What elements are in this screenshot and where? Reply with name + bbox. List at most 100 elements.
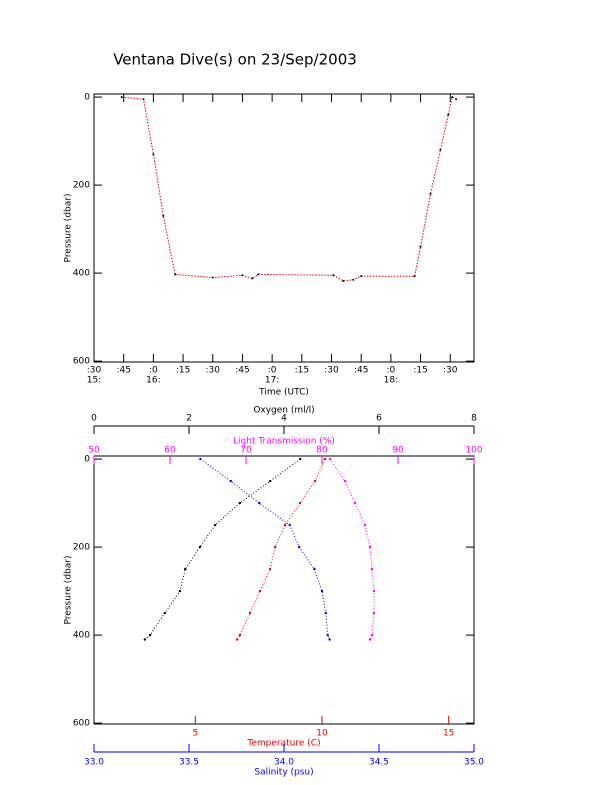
profile-line (200, 458, 331, 640)
x-tick-label: 80 (316, 446, 328, 456)
profile-point (238, 633, 242, 637)
data-point (241, 274, 244, 277)
x-tick-label: :45 (354, 366, 368, 376)
data-point (455, 98, 458, 101)
profile-point (323, 457, 327, 461)
profile-point (148, 633, 152, 637)
data-point (257, 273, 260, 276)
x-tick-label: 60 (164, 446, 176, 456)
profile-point (328, 638, 331, 641)
profile-point (298, 457, 302, 461)
profile-point (248, 611, 252, 615)
plot-frame (93, 93, 475, 363)
profile-point (368, 638, 372, 641)
x-tick-label: 50 (88, 446, 100, 456)
profile-point (273, 545, 277, 549)
x-axis-title: Oxygen (ml/l) (253, 406, 314, 416)
x-tick-label: :0 (386, 366, 395, 376)
plot-frame (93, 455, 475, 725)
x-tick-label: 90 (392, 446, 404, 456)
x-tick-label: 18: (384, 376, 398, 386)
x-tick-label: :15 (295, 366, 309, 376)
profile-point (288, 523, 291, 527)
profile-line (329, 458, 375, 640)
x-tick-label: :30 (443, 366, 458, 376)
profile-point (258, 501, 261, 505)
x-tick-label: 8 (471, 414, 477, 424)
chart-title: Ventana Dive(s) on 23/Sep/2003 (113, 51, 357, 69)
profile-point (184, 567, 187, 571)
x-axis-title: Light Transmission (%) (233, 437, 335, 447)
x-tick-label: 2 (186, 414, 192, 424)
x-tick-label: 100 (465, 446, 482, 456)
profile-point (353, 501, 357, 505)
profile-point (199, 457, 202, 461)
y-tick-label: 200 (73, 543, 90, 553)
profile-point (372, 589, 376, 593)
profile-point (313, 567, 316, 571)
y-tick-label: 200 (73, 181, 90, 191)
profile-point (198, 545, 202, 549)
x-tick-label: :30 (324, 366, 339, 376)
profile-point (368, 545, 372, 549)
profile-point (283, 523, 287, 527)
profile-point (324, 611, 327, 615)
x-tick-label: 35.0 (464, 758, 484, 768)
x-tick-label: 5 (192, 729, 198, 739)
profile-point (320, 589, 324, 593)
profile-point (229, 479, 232, 483)
profile-point (268, 567, 272, 571)
x-tick-label: 34.5 (369, 758, 389, 768)
data-point (419, 245, 422, 248)
dive-line (121, 96, 457, 282)
profile-point (313, 479, 317, 483)
x-tick-label: 33.5 (179, 758, 199, 768)
profile-point (258, 589, 262, 593)
data-point (439, 148, 442, 151)
profile-point (269, 479, 272, 483)
x-tick-label: 34.0 (274, 758, 294, 768)
profile-point (163, 611, 166, 615)
x-axis-title: Time (UTC) (258, 388, 309, 398)
x-tick-label: 33.0 (84, 758, 104, 768)
x-tick-label: :30 (87, 366, 102, 376)
data-point (251, 277, 254, 280)
y-tick-label: 0 (84, 93, 90, 103)
data-point (429, 192, 432, 195)
profile-point (143, 638, 147, 641)
profile-point (298, 545, 301, 549)
profile-point (343, 479, 347, 483)
data-point (152, 153, 155, 156)
y-tick-label: 600 (73, 719, 90, 729)
profile-point (298, 501, 302, 505)
x-tick-label: 6 (376, 414, 382, 424)
x-axis-title: Temperature (C) (246, 739, 320, 749)
y-tick-label: 400 (73, 269, 90, 279)
profile-point (326, 633, 329, 637)
x-tick-label: 10 (316, 729, 328, 739)
profile-point (238, 501, 242, 505)
data-point (332, 274, 335, 277)
x-tick-label: :45 (235, 366, 249, 376)
data-point (142, 98, 145, 101)
x-tick-label: :15 (176, 366, 190, 376)
x-tick-label: :0 (268, 366, 277, 376)
x-tick-label: 0 (91, 414, 97, 424)
x-tick-label: 15: (87, 376, 101, 386)
x-tick-label: :15 (413, 366, 427, 376)
profile-point (370, 567, 374, 571)
x-tick-label: :30 (206, 366, 221, 376)
x-tick-label: :0 (149, 366, 158, 376)
x-tick-label: 17: (265, 376, 279, 386)
profile-point (370, 633, 374, 637)
data-point (162, 214, 165, 217)
data-point (451, 96, 454, 99)
profile-point (235, 638, 239, 641)
data-point (211, 276, 214, 279)
data-point (447, 113, 450, 116)
data-point (413, 275, 416, 278)
profile-point (178, 589, 182, 593)
data-point (174, 273, 177, 276)
profile-point (328, 457, 332, 461)
